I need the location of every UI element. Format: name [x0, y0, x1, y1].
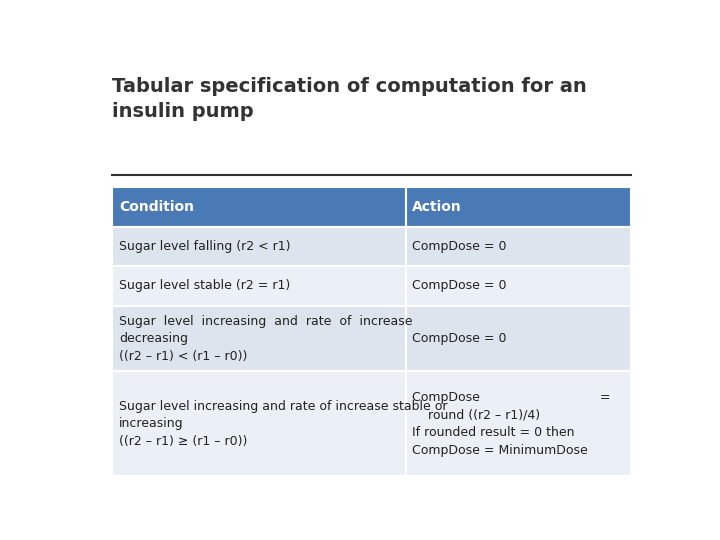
FancyBboxPatch shape — [112, 306, 405, 372]
FancyBboxPatch shape — [405, 266, 631, 306]
Text: CompDose = 0: CompDose = 0 — [413, 240, 507, 253]
Text: Tabular specification of computation for an
insulin pump: Tabular specification of computation for… — [112, 77, 587, 122]
FancyBboxPatch shape — [405, 227, 631, 266]
Text: Condition: Condition — [119, 200, 194, 214]
FancyBboxPatch shape — [112, 227, 405, 266]
FancyBboxPatch shape — [112, 266, 405, 306]
Text: Action: Action — [413, 200, 462, 214]
Text: CompDose = 0: CompDose = 0 — [413, 280, 507, 293]
FancyBboxPatch shape — [112, 187, 405, 227]
FancyBboxPatch shape — [405, 187, 631, 227]
Text: CompDose = 0: CompDose = 0 — [413, 332, 507, 345]
Text: CompDose                              =
    round ((r2 – r1)/4)
If rounded resul: CompDose = round ((r2 – r1)/4) If rounde… — [413, 391, 611, 457]
FancyBboxPatch shape — [405, 372, 631, 476]
Text: Sugar level stable (r2 = r1): Sugar level stable (r2 = r1) — [119, 280, 290, 293]
FancyBboxPatch shape — [405, 306, 631, 372]
Text: Sugar  level  increasing  and  rate  of  increase
decreasing
((r2 – r1) < (r1 – : Sugar level increasing and rate of incre… — [119, 314, 413, 362]
FancyBboxPatch shape — [112, 372, 405, 476]
Text: Sugar level increasing and rate of increase stable or
increasing
((r2 – r1) ≥ (r: Sugar level increasing and rate of incre… — [119, 400, 448, 448]
Text: Sugar level falling (r2 < r1): Sugar level falling (r2 < r1) — [119, 240, 290, 253]
